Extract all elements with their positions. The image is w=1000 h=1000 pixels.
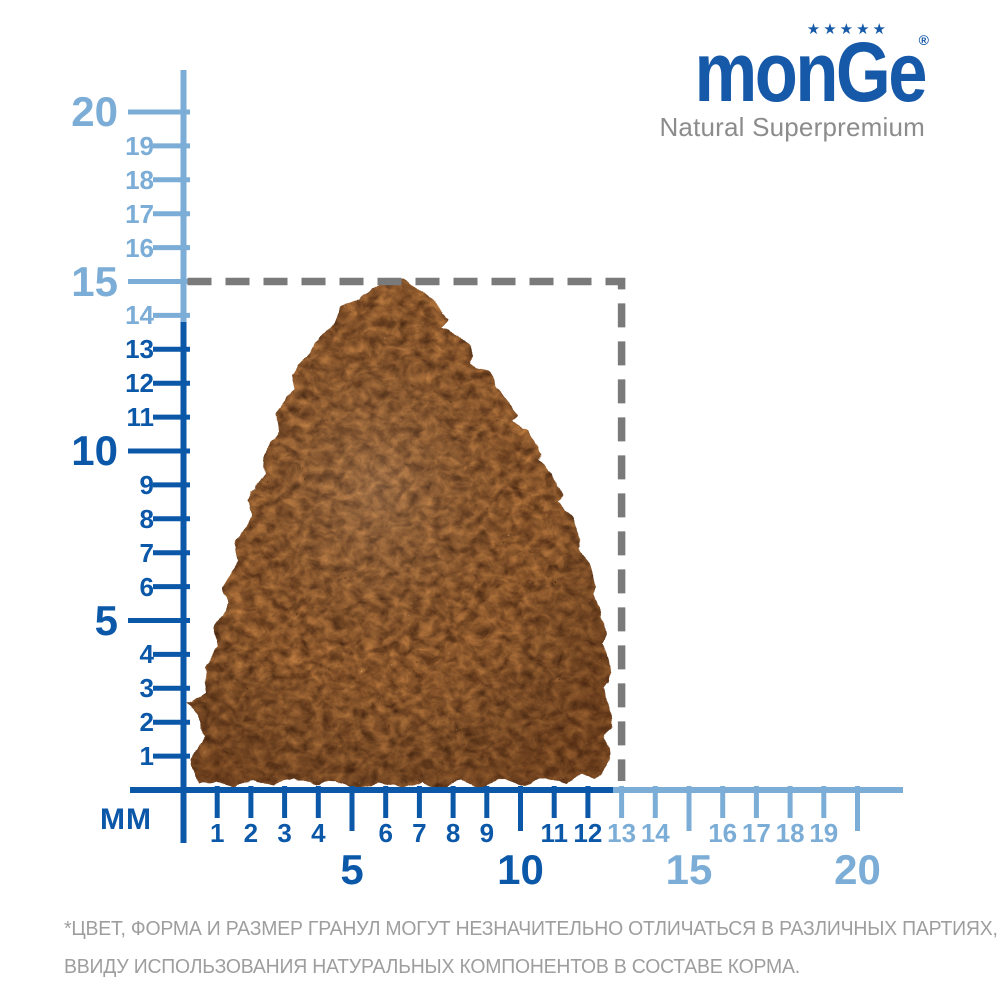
kibble-photo (189, 279, 611, 788)
disclaimer-line-2: ВВИДУ ИСПОЛЬЗОВАНИЯ НАТУРАЛЬНЫХ КОМПОНЕН… (64, 956, 800, 978)
five-stars-icon: ★★★★★ (806, 21, 889, 38)
brand-tagline: Natural Superpremium (659, 112, 925, 142)
monge-logo: ★★★★★ ® monGe Natural Superpremium (645, 20, 929, 142)
registered-trademark-mark: ® (918, 32, 929, 48)
disclaimer-line-1: *ЦВЕТ, ФОРМА И РАЗМЕР ГРАНУЛ МОГУТ НЕЗНА… (64, 918, 998, 940)
kibble-size-dashed-outline (187, 277, 626, 781)
ruler-axes (128, 70, 903, 843)
brand-wordmark: monGe (694, 25, 928, 119)
